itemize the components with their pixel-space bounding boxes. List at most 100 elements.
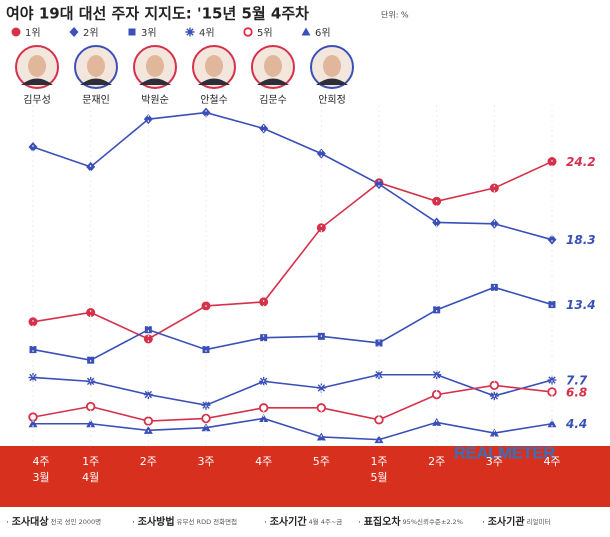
- x-tick-label: 3주: [197, 455, 214, 468]
- marker: [316, 148, 326, 159]
- end-label: 24.2: [566, 155, 596, 169]
- marker: [143, 114, 153, 125]
- marker: [201, 413, 211, 424]
- x-tick-label: 2주: [140, 455, 157, 468]
- portrait-body: [316, 78, 348, 85]
- marker: [490, 283, 498, 291]
- marker: [243, 27, 253, 37]
- marker: [489, 218, 499, 229]
- marker: [29, 346, 37, 354]
- marker: [143, 334, 153, 344]
- footnote-label: 조사대상: [12, 515, 50, 528]
- marker: [547, 234, 557, 245]
- candidate-name: 박원순: [141, 94, 169, 106]
- legend-label: 5위: [257, 26, 273, 39]
- candidate-name: 안철수: [200, 94, 228, 106]
- marker: [489, 183, 499, 193]
- footnote: · 조사대상 전국 성인 2000명: [6, 515, 101, 528]
- x-tick-label: 3주: [486, 455, 503, 468]
- series-line: [32, 160, 553, 340]
- watermark: REALMETER: [454, 443, 556, 462]
- marker: [202, 346, 210, 354]
- marker: [547, 419, 557, 428]
- legend-label: 3위: [141, 26, 157, 39]
- marker: [375, 339, 383, 347]
- marker: [86, 419, 96, 428]
- marker: [11, 27, 21, 37]
- legend-label: 6위: [315, 26, 331, 39]
- portrait-body: [198, 78, 230, 85]
- legend-label: 4위: [199, 26, 215, 39]
- footnote-label: 조사방법: [138, 515, 175, 528]
- x-tick-label: 4주: [32, 455, 49, 468]
- marker: [316, 223, 326, 233]
- marker: [374, 179, 384, 190]
- x-tick-label: 1주: [82, 455, 99, 468]
- footnote: · 조사기간 4월 4주~금: [264, 515, 342, 528]
- unit: 단위: %: [381, 10, 409, 20]
- footnote-text: 4월 4주~금: [309, 517, 343, 526]
- portrait-body: [21, 78, 53, 85]
- end-label: 4.4: [565, 417, 587, 431]
- chart-title: 여야 19대 대선 주자 지지도: '15년 5월 4주차: [6, 5, 309, 23]
- marker: [259, 413, 269, 422]
- footnote-label: 조사기관: [488, 515, 526, 528]
- portrait-face: [28, 55, 46, 77]
- marker: [201, 423, 211, 432]
- candidate-name: 김문수: [259, 94, 287, 106]
- marker: [144, 326, 152, 334]
- marker: [143, 390, 153, 400]
- legend-item: 1위: [11, 26, 41, 39]
- footnote: · 조사기관 리얼미터: [482, 515, 550, 528]
- marker: [143, 425, 153, 434]
- portrait-body: [257, 78, 289, 85]
- candidate-name: 문재인: [82, 94, 110, 106]
- portrait-face: [323, 55, 341, 77]
- legend-item: 4위: [185, 26, 215, 39]
- marker: [259, 123, 269, 134]
- legend-label: 2위: [83, 26, 99, 39]
- portrait-face: [146, 55, 164, 77]
- end-label: 6.8: [566, 385, 587, 399]
- series-line: [32, 373, 553, 407]
- end-label: 18.3: [566, 233, 596, 247]
- series-line: [32, 384, 553, 422]
- candidate-name: 안희정: [318, 94, 346, 106]
- footnote: · 표집오차 95%신뢰수준±2.2%: [358, 515, 463, 528]
- portrait-face: [205, 55, 223, 77]
- marker: [28, 372, 38, 382]
- portrait-body: [80, 78, 112, 85]
- portrait-face: [264, 55, 282, 77]
- footnote-label: 조사기간: [270, 515, 308, 528]
- marker: [432, 370, 442, 380]
- marker: [28, 419, 38, 428]
- footnote: · 조사방법 유무선 RDD 전화면접: [132, 515, 237, 528]
- portrait-face: [87, 55, 105, 77]
- marker: [86, 308, 96, 318]
- marker: [374, 370, 384, 380]
- legend-item: 5위: [243, 26, 273, 39]
- x-tick-label: 4월: [82, 471, 99, 484]
- marker: [185, 27, 195, 37]
- x-tick-label: 2주: [428, 455, 445, 468]
- x-axis-band: [0, 446, 610, 507]
- footnote-text: 전국 성인 2000명: [51, 517, 102, 526]
- footnote-text: 유무선 RDD 전화면접: [177, 517, 238, 526]
- marker: [489, 428, 499, 437]
- portrait-body: [139, 78, 171, 85]
- x-tick-label: 5주: [313, 455, 330, 468]
- x-tick-label: 4주: [543, 455, 560, 468]
- marker: [260, 334, 268, 342]
- marker: [374, 435, 384, 444]
- marker: [128, 28, 136, 36]
- marker: [316, 383, 326, 393]
- series-line: [33, 417, 553, 441]
- end-label: 13.4: [566, 298, 596, 312]
- marker: [201, 107, 211, 118]
- end-label: 7.7: [566, 374, 588, 388]
- x-tick-label: 5월: [370, 471, 387, 484]
- marker: [432, 217, 442, 228]
- footnote-text: 리얼미터: [527, 517, 551, 526]
